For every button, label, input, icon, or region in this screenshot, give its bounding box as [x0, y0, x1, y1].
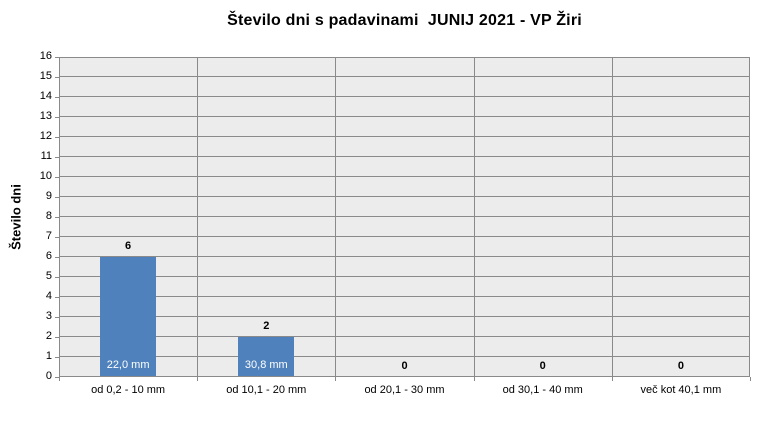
horizontal-gridline [59, 316, 750, 317]
x-tick-mark [335, 377, 337, 381]
y-tick-mark [55, 257, 59, 258]
y-tick-label: 3 [45, 310, 52, 322]
y-tick-label: 16 [39, 50, 52, 62]
bar-value-label: 0 [539, 360, 546, 372]
vertical-gridline [611, 57, 613, 377]
y-tick-label: 4 [45, 290, 52, 302]
y-tick-label: 6 [45, 250, 52, 262]
vertical-gridline [473, 57, 475, 377]
vertical-gridline [335, 57, 337, 377]
x-tick-mark [611, 377, 613, 381]
bar-inner-label: 22,0 mm [106, 359, 150, 371]
vertical-gridline [197, 57, 199, 377]
y-tick-mark [55, 157, 59, 158]
x-tick-mark [473, 377, 475, 381]
x-category-label: več kot 40,1 mm [640, 384, 722, 396]
y-tick-mark [55, 277, 59, 278]
y-tick-label: 2 [45, 330, 52, 342]
bar-value-label: 0 [401, 360, 408, 372]
y-tick-label: 0 [45, 370, 52, 382]
x-tick-mark [750, 377, 751, 381]
bar-value-label: 0 [677, 360, 684, 372]
y-tick-label: 13 [39, 110, 52, 122]
horizontal-gridline [59, 176, 750, 177]
y-tick-mark [55, 97, 59, 98]
y-tick-mark [55, 337, 59, 338]
y-tick-label: 8 [45, 210, 52, 222]
chart-title: Število dni s padavinami JUNIJ 2021 - VP… [227, 12, 582, 29]
horizontal-gridline [59, 236, 750, 237]
x-category-label: od 30,1 - 40 mm [502, 384, 583, 396]
y-tick-mark [55, 117, 59, 118]
y-tick-mark [55, 377, 59, 378]
y-tick-mark [55, 137, 59, 138]
y-tick-mark [55, 57, 59, 58]
y-tick-mark [55, 297, 59, 298]
y-tick-label: 5 [45, 270, 52, 282]
y-tick-label: 1 [45, 350, 52, 362]
horizontal-gridline [59, 96, 750, 97]
y-tick-mark [55, 237, 59, 238]
bar-value-label: 6 [125, 240, 132, 252]
x-category-label: od 10,1 - 20 mm [226, 384, 307, 396]
y-tick-label: 12 [39, 130, 52, 142]
y-tick-label: 9 [45, 190, 52, 202]
y-tick-mark [55, 317, 59, 318]
horizontal-gridline [59, 336, 750, 337]
horizontal-gridline [59, 196, 750, 197]
y-tick-label: 14 [39, 90, 52, 102]
horizontal-gridline [59, 256, 750, 257]
y-tick-label: 10 [39, 170, 52, 182]
horizontal-gridline [59, 276, 750, 277]
y-tick-label: 7 [45, 230, 52, 242]
x-category-label: od 0,2 - 10 mm [91, 384, 166, 396]
y-tick-mark [55, 77, 59, 78]
y-tick-label: 11 [40, 150, 52, 162]
x-tick-mark [59, 377, 60, 381]
x-category-label: od 20,1 - 30 mm [364, 384, 445, 396]
bar-inner-label: 30,8 mm [244, 359, 288, 371]
y-tick-label: 15 [39, 70, 52, 82]
plot-area: 6 22,0 mm 2 30,8 mm 0 0 0 [59, 57, 750, 377]
bar [238, 337, 295, 377]
x-tick-mark [197, 377, 199, 381]
y-tick-mark [55, 177, 59, 178]
y-tick-mark [55, 357, 59, 358]
horizontal-gridline [59, 136, 750, 137]
y-tick-mark [55, 217, 59, 218]
y-tick-mark [55, 197, 59, 198]
horizontal-gridline [59, 156, 750, 157]
horizontal-gridline [59, 356, 750, 357]
horizontal-gridline [59, 296, 750, 297]
horizontal-gridline [59, 116, 750, 117]
horizontal-gridline [59, 216, 750, 217]
bar [100, 257, 157, 377]
bar-value-label: 2 [263, 320, 270, 332]
horizontal-gridline [59, 76, 750, 77]
